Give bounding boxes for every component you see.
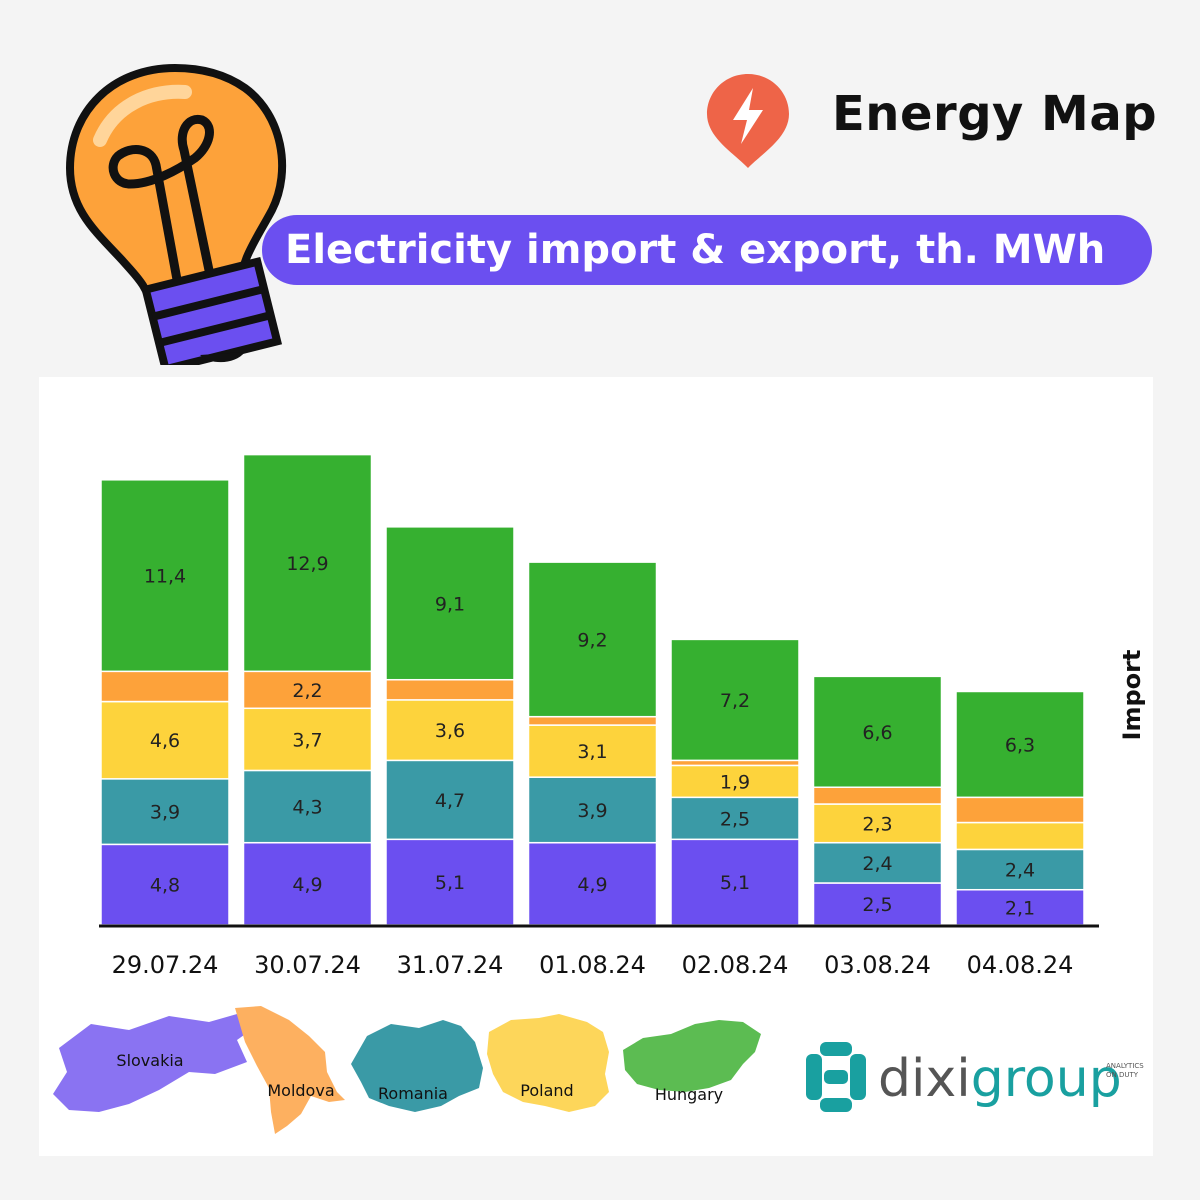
- logo-tagline-1: ANALYTICS: [1106, 1062, 1144, 1070]
- bar-segment-hungary: [670, 638, 800, 762]
- bar-value-label: 5,1: [435, 872, 465, 894]
- bar-segment-moldova: [812, 786, 943, 805]
- bar-segment-slovakia: [670, 838, 800, 926]
- bar-segment-moldova: [955, 796, 1085, 824]
- legend-label: Slovakia: [116, 1051, 183, 1070]
- dixigroup-mark-icon: [806, 1042, 866, 1112]
- x-tick-label: 03.08.24: [824, 951, 931, 979]
- bar-segment-hungary: [527, 561, 658, 718]
- x-tick-labels: 29.07.24 30.07.24 31.07.24 01.08.24 02.08.24…: [112, 951, 1074, 979]
- brand-name: Energy Map: [832, 86, 1158, 142]
- legend-slovakia-map: Slovakia: [53, 1014, 251, 1112]
- bar-segment-moldova: [242, 670, 373, 710]
- bar-segment-hungary: [100, 479, 230, 673]
- bar-value-label: 4,9: [292, 874, 322, 896]
- bar-value-label: 2,2: [292, 680, 322, 702]
- country-legend: Slovakia Moldova Romania Poland Hungary: [53, 1006, 761, 1134]
- legend-moldova-map: Moldova: [235, 1006, 345, 1134]
- bar-segment-hungary: [955, 690, 1085, 799]
- bar-segment-hungary: [812, 675, 943, 788]
- bar-value-label: 2,5: [720, 808, 750, 830]
- bar-segment-moldova: [670, 759, 800, 767]
- title-banner: [262, 215, 1152, 285]
- bar-value-label: 4,7: [435, 790, 465, 812]
- bar-value-label: 7,2: [720, 690, 750, 712]
- chart-title: Electricity import & export, th. MWh: [285, 227, 1106, 273]
- bar-value-label: 4,3: [292, 797, 322, 819]
- bar-segment-romania: [385, 759, 515, 841]
- bar-value-label: 2,1: [1005, 897, 1035, 919]
- bar-segment-slovakia: [955, 888, 1085, 926]
- chart-panel: 4,8 3,9 4,6 11,4 4,9 4,3 3,7 2,2 12,9 5,1 4,7 3,6 9,…: [39, 377, 1153, 1156]
- bar-segment-romania: [812, 841, 943, 884]
- bar-value-label: 3,7: [292, 729, 322, 751]
- logo-dixi: dixi: [878, 1049, 971, 1109]
- bar-segment-slovakia: [242, 841, 373, 926]
- bar-value-label: 9,1: [435, 593, 465, 615]
- x-tick-label: 01.08.24: [539, 951, 646, 979]
- bar-value-label: 2,5: [862, 894, 892, 916]
- dixigroup-logo: dixigroup ANALYTICS ON DUTY: [806, 1042, 1144, 1112]
- bar-value-label: 9,2: [577, 629, 607, 651]
- bars-layer: 4,8 3,9 4,6 11,4 4,9 4,3 3,7 2,2 12,9 5,1 4,7 3,6 9,…: [100, 453, 1085, 926]
- bar-value-label: 2,3: [862, 813, 892, 835]
- bar-segment-hungary: [242, 453, 373, 673]
- x-tick-label: 29.07.24: [112, 951, 219, 979]
- legend-hungary-map: Hungary: [623, 1020, 761, 1104]
- bar-segment-poland: [100, 700, 230, 780]
- bar-value-label: 11,4: [144, 566, 186, 588]
- x-tick-label: 04.08.24: [967, 951, 1074, 979]
- bar-segment-moldova: [385, 678, 515, 701]
- svg-text:dixigroup: dixigroup: [878, 1049, 1122, 1109]
- bar-segment-poland: [670, 764, 800, 799]
- bar-value-label: 3,9: [150, 802, 180, 824]
- bar-segment-slovakia: [385, 838, 515, 926]
- legend-label: Romania: [378, 1084, 448, 1103]
- legend-poland-map: Poland: [487, 1014, 609, 1112]
- bar-segment-poland: [385, 699, 515, 762]
- bar-segment-romania: [100, 778, 230, 846]
- bar-segment-moldova: [527, 715, 658, 726]
- bar-value-label: 1,9: [720, 771, 750, 793]
- logo-tagline-2: ON DUTY: [1106, 1071, 1139, 1079]
- legend-label: Hungary: [655, 1085, 723, 1104]
- legend-label: Poland: [520, 1081, 573, 1100]
- y-axis-title: Import: [1118, 650, 1146, 741]
- legend-romania-map: Romania: [351, 1020, 483, 1112]
- energy-map-pin-icon: [707, 74, 789, 168]
- bar-segment-hungary: [385, 526, 515, 681]
- bar-value-label: 4,9: [577, 874, 607, 896]
- bar-value-label: 4,8: [150, 875, 180, 897]
- stacked-bar-chart: 4,8 3,9 4,6 11,4 4,9 4,3 3,7 2,2 12,9 5,1 4,7 3,6 9,…: [99, 453, 1146, 979]
- bar-segment-romania: [955, 848, 1085, 891]
- bar-value-label: 6,6: [862, 722, 892, 744]
- bar-value-label: 3,1: [577, 741, 607, 763]
- bar-value-label: 3,6: [435, 720, 465, 742]
- bar-value-label: 2,4: [862, 853, 892, 875]
- bar-segment-moldova: [100, 670, 230, 703]
- bar-value-label: 3,9: [577, 800, 607, 822]
- bar-segment-poland: [812, 803, 943, 844]
- x-tick-label: 31.07.24: [397, 951, 504, 979]
- bar-segment-poland: [955, 821, 1085, 851]
- x-tick-label: 30.07.24: [254, 951, 361, 979]
- bar-segment-romania: [670, 796, 800, 841]
- logo-group: group: [971, 1049, 1122, 1109]
- bar-segment-slovakia: [100, 843, 230, 926]
- legend-label: Moldova: [267, 1081, 334, 1100]
- x-tick-label: 02.08.24: [682, 951, 789, 979]
- bar-value-label: 5,1: [720, 872, 750, 894]
- bar-value-label: 6,3: [1005, 734, 1035, 756]
- light-bulb-icon: [65, 63, 287, 365]
- bar-value-label: 4,6: [150, 730, 180, 752]
- bar-value-label: 2,4: [1005, 860, 1035, 882]
- bar-value-label: 12,9: [286, 553, 328, 575]
